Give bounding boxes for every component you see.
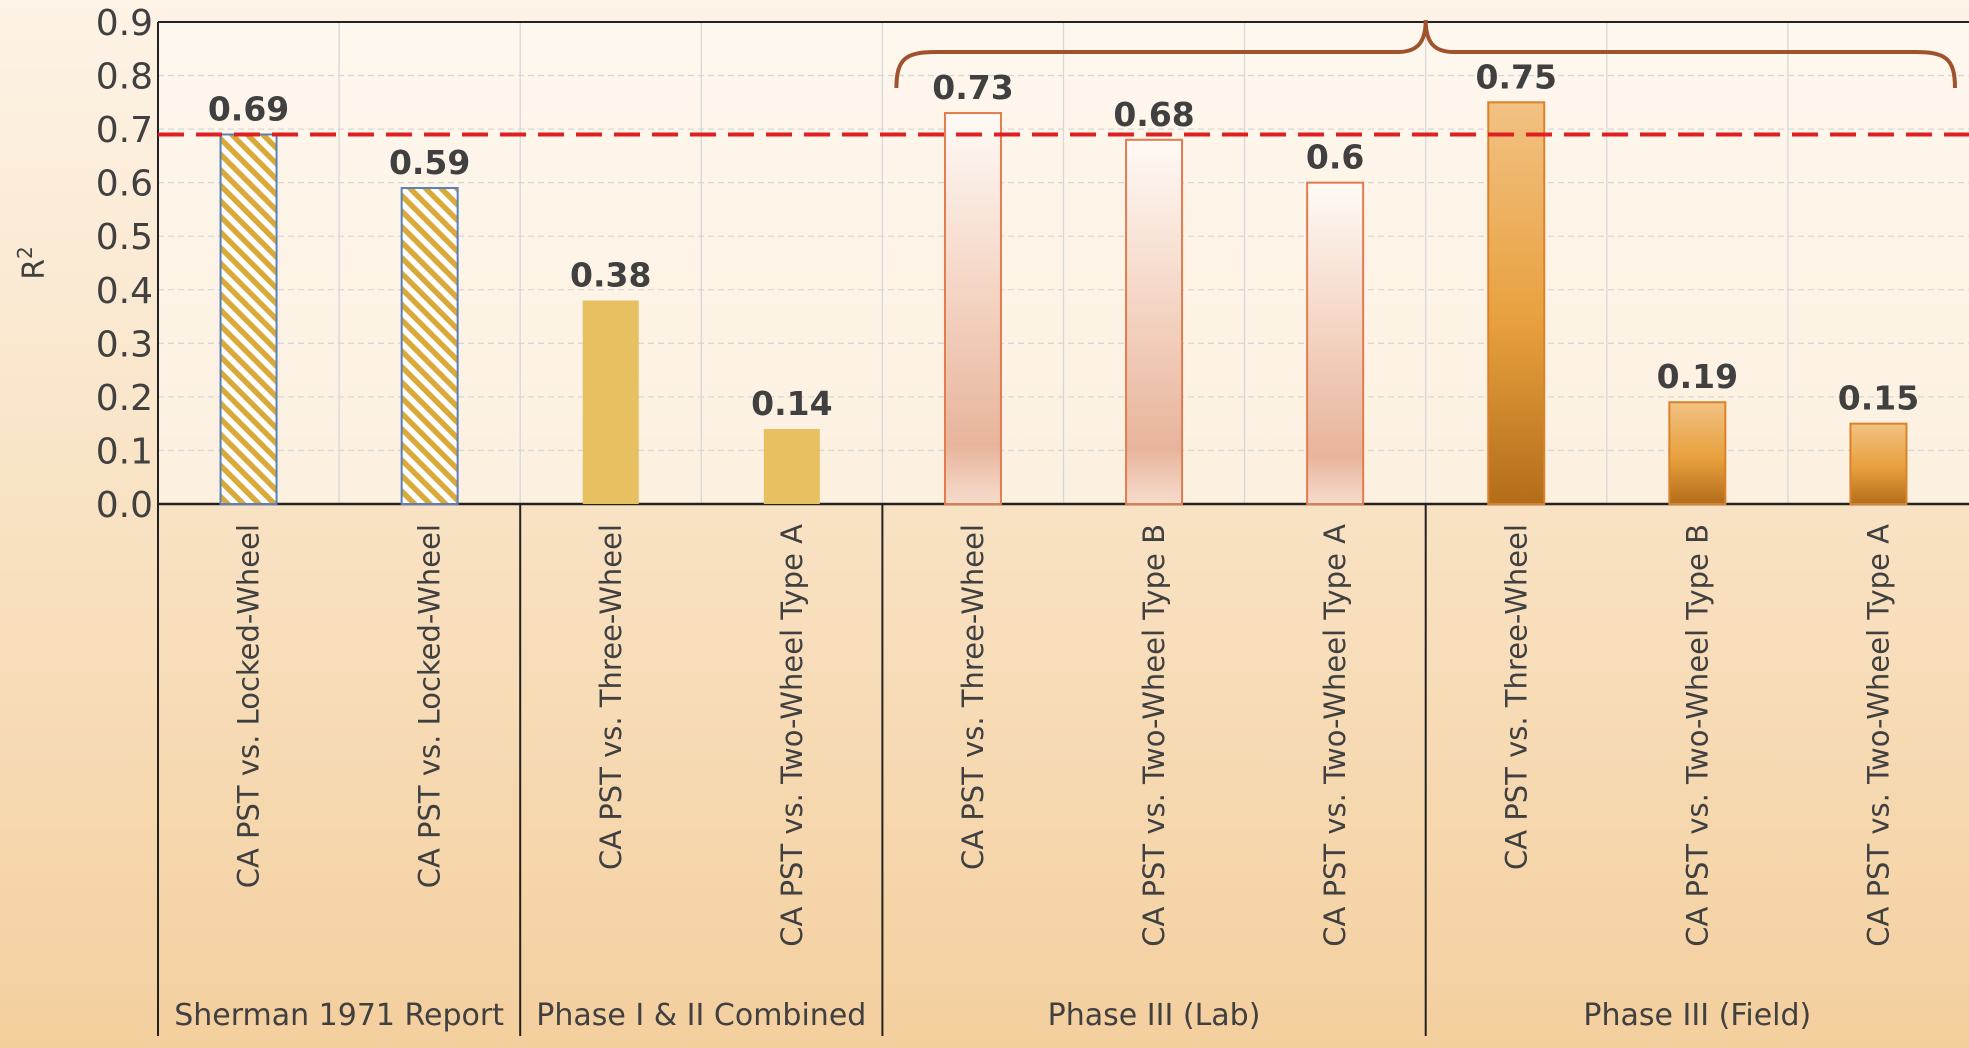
- group-label: Sherman 1971 Report: [174, 998, 504, 1033]
- group-label: Phase I & II Combined: [536, 998, 866, 1033]
- data-label: 0.6: [1306, 138, 1364, 177]
- axes: [157, 21, 1969, 1036]
- category-label: CA PST vs. Three-Wheel: [1499, 524, 1533, 870]
- y-tick-label: 0.8: [96, 57, 153, 98]
- y-tick-label: 0.5: [96, 217, 153, 258]
- category-label: CA PST vs. Two-Wheel Type B: [1137, 524, 1171, 947]
- data-label: 0.68: [1113, 95, 1194, 134]
- group-label: Phase III (Field): [1583, 998, 1811, 1033]
- data-label: 0.15: [1838, 379, 1919, 418]
- data-label: 0.14: [751, 384, 832, 423]
- data-label: 0.38: [570, 255, 651, 294]
- y-tick-label: 0.6: [96, 164, 153, 205]
- y-tick-label: 0.1: [96, 431, 153, 472]
- bar: [1306, 181, 1365, 506]
- y-tick-label: 0.7: [96, 110, 153, 151]
- bars: [158, 19, 1969, 506]
- category-label: CA PST vs. Locked-Wheel: [413, 524, 447, 888]
- category-label: CA PST vs. Two-Wheel Type B: [1680, 524, 1714, 947]
- data-label: 0.69: [208, 89, 289, 128]
- bar: [219, 133, 278, 505]
- bar: [1849, 422, 1908, 505]
- labels: 0.0 0.1 0.2 0.3 0.4 0.5 0.6 0.7 0.8 0.9 0.69 0.59 0.…: [96, 3, 1919, 1033]
- category-label: CA PST vs. Three-Wheel: [956, 524, 990, 870]
- bar: [400, 187, 459, 505]
- bar: [943, 112, 1002, 506]
- y-tick-label: 0.2: [96, 378, 153, 419]
- y-axis-label: R2: [13, 246, 52, 280]
- category-label: CA PST vs. Three-Wheel: [594, 524, 628, 870]
- bar: [1487, 101, 1546, 505]
- bar: [1668, 401, 1727, 505]
- category-label: CA PST vs. Two-Wheel Type A: [1318, 524, 1352, 947]
- group-label: Phase III (Lab): [1048, 998, 1261, 1033]
- category-label: CA PST vs. Two-Wheel Type A: [1861, 524, 1895, 947]
- y-tick-label: 0.3: [96, 324, 153, 365]
- category-label: CA PST vs. Locked-Wheel: [232, 524, 266, 888]
- y-tick-label: 0.9: [96, 3, 153, 44]
- brace: [894, 19, 1957, 89]
- y-tick-label: 0.0: [96, 485, 153, 526]
- data-label: 0.75: [1476, 57, 1557, 96]
- bar: [1125, 138, 1184, 505]
- data-label: 0.59: [389, 143, 470, 182]
- data-label: 0.19: [1657, 357, 1738, 396]
- bar: [763, 429, 820, 504]
- category-label: CA PST vs. Two-Wheel Type A: [775, 524, 809, 947]
- data-label: 0.73: [932, 68, 1013, 107]
- y-tick-label: 0.4: [96, 271, 153, 312]
- bar: [582, 300, 639, 504]
